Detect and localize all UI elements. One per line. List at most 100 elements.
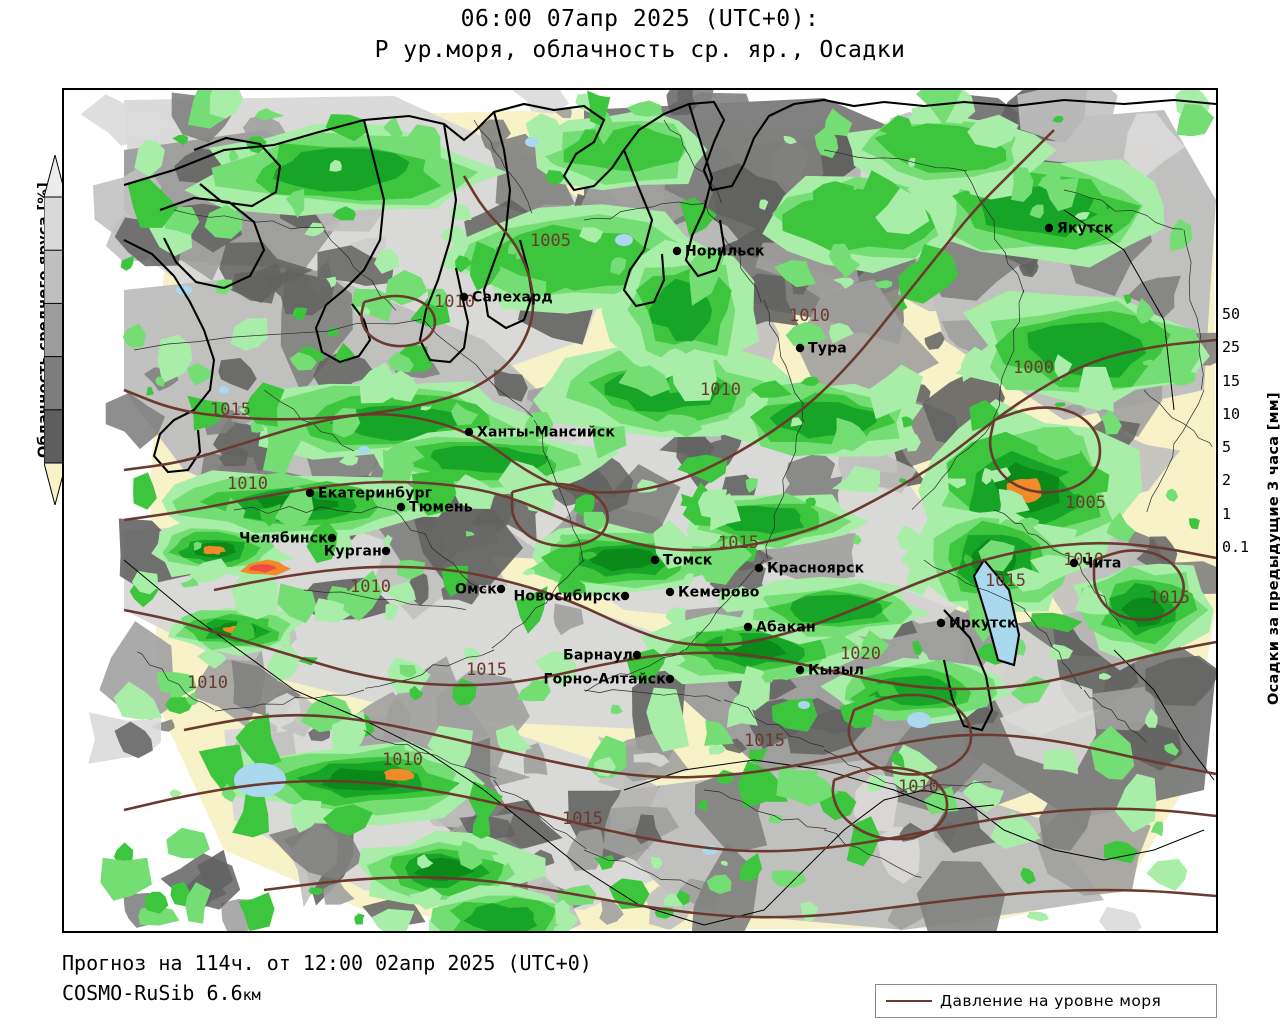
city-label: Челябинск (239, 531, 328, 547)
city-dot (305, 488, 315, 498)
city-dot (464, 427, 474, 437)
city-dot (620, 591, 630, 601)
isobar-label: 1015 (466, 660, 507, 680)
city-label: Курган (324, 544, 382, 560)
city-label: Горно-Алтайск (543, 672, 666, 688)
isobar-label: 1015 (562, 809, 603, 829)
isobar-label: 1010 (350, 577, 391, 597)
city-marker[interactable]: Красноярск (754, 561, 865, 577)
city-dot (795, 343, 805, 353)
city-label: Салехард (472, 290, 553, 306)
city-dot (327, 533, 337, 543)
city-dot (936, 618, 946, 628)
map-legend: Давление на уровне моря (875, 984, 1217, 1018)
forecast-valid-text: Прогноз на 114ч. от 12:00 02апр 2025 (UT… (62, 951, 592, 975)
city-label: Ханты-Мансийск (477, 425, 615, 441)
isobar-layer (123, 129, 1216, 919)
city-marker[interactable]: Кызыл (795, 663, 864, 679)
city-dot (381, 546, 391, 556)
city-label: Омск (455, 582, 497, 598)
city-label: Чита (1082, 556, 1122, 572)
city-marker[interactable]: Чита (1069, 556, 1122, 572)
isobar-label: 1015 (985, 571, 1026, 591)
city-label: Абакан (756, 620, 816, 636)
city-marker[interactable]: Иркутск (936, 616, 1017, 632)
weather-map[interactable]: 1005 1010 1010 1010 1000 1015 1010 1005 1010 1015… (62, 88, 1218, 933)
city-label: Томск (663, 553, 713, 569)
city-marker[interactable]: Якутск (1044, 221, 1114, 237)
colorbar-tick-label: 0.1 (1222, 537, 1250, 556)
colorbar-tick-label: 15 (1222, 371, 1241, 390)
isobar-label: 1015 (718, 533, 759, 553)
title-line-fields: P ур.моря, облачность ср. яр., Осадки (374, 37, 906, 63)
isobar-label: 1000 (1013, 358, 1054, 378)
colorbar-tick-label: 50 (1222, 305, 1241, 323)
region-boundaries-layer (133, 119, 1213, 890)
isobar-label: 1010 (187, 673, 228, 693)
city-label: Тура (808, 341, 847, 357)
city-label: Якутск (1057, 221, 1114, 237)
isobar-label: 1015 (1149, 588, 1190, 608)
colorbar-tick-label: 10 (1222, 404, 1241, 423)
city-label: Екатеринбург (318, 486, 432, 502)
city-marker[interactable]: Ханты-Мансийск (464, 425, 616, 441)
isobar-label: 1010 (898, 777, 939, 797)
city-label: Иркутск (949, 616, 1017, 632)
city-marker[interactable]: Екатеринбург (305, 486, 432, 502)
city-dot (396, 502, 406, 512)
isobar-label: 1005 (530, 231, 571, 251)
city-label: Кызыл (808, 663, 864, 679)
city-marker[interactable]: Абакан (743, 620, 816, 636)
city-marker[interactable]: Томск (650, 553, 713, 569)
city-marker[interactable]: Кемерово (665, 585, 760, 601)
city-dot (459, 292, 469, 302)
cloud-cover-colorbar-gradient (44, 155, 66, 505)
city-dot (672, 246, 682, 256)
city-label: Норильск (685, 244, 765, 260)
cities-layer: Якутск Норильск Салехард Тура Ханты-Мансийск… (239, 221, 1121, 688)
city-label: Барнаул (563, 648, 633, 664)
city-marker[interactable]: Тура (795, 341, 847, 357)
city-marker[interactable]: Омск (455, 582, 506, 598)
city-label: Новосибирск (513, 589, 621, 605)
isobar-label: 1010 (382, 750, 423, 770)
city-marker[interactable]: Барнаул (563, 648, 642, 664)
city-label: Тюмень (409, 500, 473, 516)
city-marker[interactable]: Курган (324, 544, 391, 560)
city-dot (1044, 223, 1054, 233)
pressure-line-swatch (886, 1000, 932, 1002)
page-title: 06:00 07апр 2025 (UTC+0): P ур.моря, обл… (0, 4, 1280, 66)
city-dot (754, 563, 764, 573)
city-marker[interactable]: Новосибирск (513, 589, 630, 605)
city-marker[interactable]: Горно-Алтайск (543, 672, 675, 688)
model-resolution-unit: км (242, 986, 261, 1004)
city-label: Кемерово (678, 585, 760, 601)
city-dot (632, 650, 642, 660)
precipitation-colorbar-title: Осадки за предыдущие 3 часа [мм] (1266, 392, 1280, 705)
city-dot (665, 587, 675, 597)
cloud-cover-colorbar: Облачность среднего яруса [%] 9070503010 (6, 120, 86, 620)
colorbar-tick-label: 25 (1222, 338, 1241, 357)
city-marker[interactable]: Тюмень (396, 500, 473, 516)
map-canvas: 1005 1010 1010 1010 1000 1015 1010 1005 1010 1015… (64, 90, 1216, 931)
isobar-label: 1015 (210, 400, 251, 420)
city-marker[interactable]: Норильск (672, 244, 765, 260)
isobar-label: 1015 (744, 731, 785, 751)
model-name-text: COSMO-RuSib 6.6км (62, 978, 592, 1010)
isobar-label: 1020 (840, 644, 881, 664)
city-dot (1069, 558, 1079, 568)
isobar-label: 1010 (434, 292, 475, 312)
colorbar-tick-label: 2 (1222, 471, 1232, 490)
city-dot (743, 622, 753, 632)
isobar-label: 1010 (789, 306, 830, 326)
colorbar-tick-label: 5 (1222, 438, 1232, 456)
isobar-label: 1010 (700, 380, 741, 400)
city-dot (665, 674, 675, 684)
lakes-layer (176, 137, 1021, 855)
model-name: COSMO-RuSib 6.6 (62, 981, 243, 1005)
pressure-legend-label: Давление на уровне моря (940, 992, 1162, 1010)
city-marker[interactable]: Челябинск (239, 531, 337, 547)
isobar-label: 1010 (227, 474, 268, 494)
city-dot (650, 555, 660, 565)
city-marker[interactable]: Салехард (459, 290, 553, 306)
